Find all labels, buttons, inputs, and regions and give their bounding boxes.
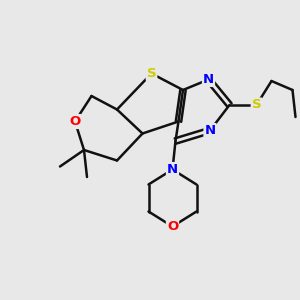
Text: N: N [203,73,214,86]
Text: N: N [167,163,178,176]
Text: N: N [204,124,216,137]
Text: O: O [69,115,81,128]
Text: S: S [147,67,156,80]
Text: S: S [252,98,261,112]
Text: O: O [167,220,178,233]
